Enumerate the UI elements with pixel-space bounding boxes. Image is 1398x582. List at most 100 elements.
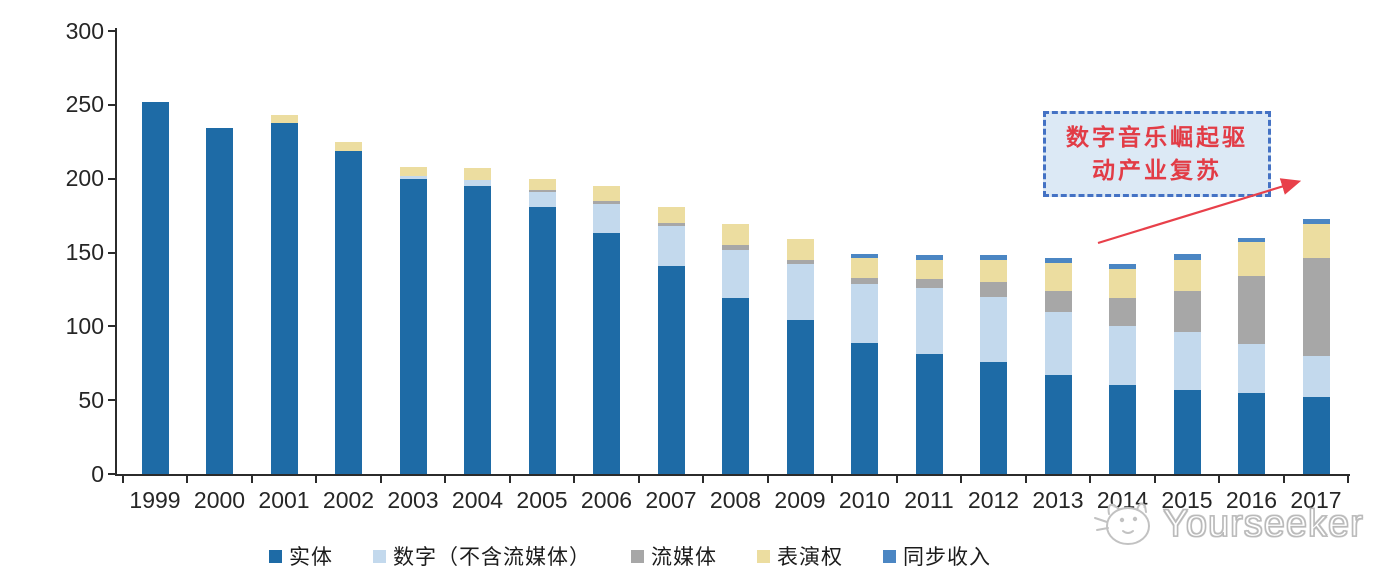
x-axis-tick: [250, 474, 253, 483]
bar-segment: [1044, 375, 1072, 474]
bar-segment: [786, 239, 814, 260]
x-tick-label: 2002: [322, 487, 375, 513]
bar-segment: [464, 180, 491, 187]
bar-segment: [270, 115, 298, 123]
bar-segment: [1109, 385, 1136, 474]
legend-label: 流媒体: [651, 545, 717, 569]
bar-segment: [1302, 355, 1330, 398]
bar-segment: [1238, 276, 1265, 345]
bar-segment: [657, 265, 685, 474]
bar-segment: [593, 233, 620, 474]
annotation-box: 数字音乐崛起驱 动产业复苏: [1043, 111, 1271, 197]
bar-segment: [593, 200, 620, 204]
x-tick-label: 2006: [580, 487, 633, 513]
legend-swatch: [631, 549, 644, 563]
bar-segment: [528, 178, 556, 191]
x-axis-tick: [1089, 474, 1092, 483]
watermark-text: Yourseeker: [1162, 502, 1364, 545]
legend-label: 同步收入: [903, 545, 991, 569]
x-axis-tick: [702, 474, 705, 483]
bar-segment: [915, 279, 943, 288]
legend-label: 数字（不含流媒体）: [393, 545, 591, 569]
bar-segment: [1238, 392, 1265, 474]
bar-segment: [593, 203, 620, 234]
bar-segment: [1044, 258, 1072, 263]
x-axis-tick: [766, 474, 769, 483]
y-tick-label: 100: [65, 312, 104, 339]
bar-segment: [399, 178, 427, 474]
x-tick-label: 2013: [1032, 487, 1084, 513]
x-axis-tick: [1282, 474, 1285, 483]
x-tick-label: 2017: [1290, 487, 1342, 513]
bar-segment: [1044, 290, 1072, 312]
bar-segment: [1302, 218, 1330, 225]
legend-item: 流媒体: [631, 541, 717, 571]
x-tick-label: 2015: [1161, 487, 1213, 513]
bar-segment: [1044, 262, 1072, 291]
x-axis-tick: [960, 474, 963, 483]
bar-segment: [464, 186, 491, 474]
y-axis-line: [115, 28, 117, 476]
x-tick-label: 2000: [193, 487, 246, 513]
bar-segment: [786, 259, 814, 265]
x-tick-label: 2010: [838, 487, 891, 513]
bar-segment: [851, 253, 878, 259]
bar-segment: [980, 361, 1007, 474]
bar-segment: [1109, 268, 1136, 299]
annotation-text-line2: 动产业复苏: [1092, 158, 1222, 183]
bar-segment: [657, 225, 685, 266]
bar-segment: [657, 222, 685, 226]
bar-segment: [335, 150, 362, 474]
legend-item: 数字（不含流媒体）: [373, 541, 591, 571]
bar-segment: [399, 166, 427, 176]
bar-segment: [1109, 326, 1136, 386]
bar-segment: [1302, 397, 1330, 474]
bar-segment: [851, 277, 878, 284]
y-axis-tick: [108, 325, 116, 328]
x-axis-tick: [637, 474, 640, 483]
bar-segment: [980, 259, 1007, 283]
y-tick-label: 0: [91, 460, 104, 487]
y-tick-label: 250: [65, 91, 104, 118]
bar-segment: [1238, 344, 1265, 393]
bar-segment: [786, 320, 814, 474]
bar-segment: [528, 191, 556, 207]
bar-segment: [1302, 258, 1330, 356]
bar-segment: [722, 298, 749, 474]
bar-segment: [1173, 253, 1201, 260]
bar-segment: [915, 259, 943, 280]
x-axis-tick: [1024, 474, 1027, 483]
bar-segment: [722, 224, 749, 246]
bar-segment: [915, 255, 943, 260]
annotation-text-line1: 数字音乐崛起驱: [1066, 125, 1248, 150]
x-axis-tick: [315, 474, 318, 483]
legend-swatch: [269, 549, 282, 563]
bar-segment: [464, 168, 491, 181]
x-axis-tick: [573, 474, 576, 483]
y-tick-label: 50: [78, 386, 104, 413]
bar-segment: [1109, 264, 1136, 269]
bar-segment: [786, 264, 814, 321]
legend-label: 表演权: [777, 545, 843, 569]
x-tick-label: 2016: [1225, 487, 1278, 513]
legend-item: 同步收入: [883, 541, 991, 571]
legend-swatch: [373, 549, 386, 563]
x-axis-tick: [444, 474, 447, 483]
bar-segment: [851, 342, 878, 474]
x-axis-tick: [1347, 474, 1350, 483]
x-tick-label: 2004: [451, 487, 504, 513]
bar-segment: [980, 255, 1007, 260]
y-tick-label: 300: [65, 17, 104, 44]
legend-swatch: [883, 549, 896, 563]
x-tick-label: 2003: [387, 487, 439, 513]
bar-segment: [980, 296, 1007, 362]
bar-segment: [335, 141, 362, 151]
y-axis-tick: [108, 251, 116, 254]
bar-segment: [141, 101, 169, 474]
legend-item: 实体: [269, 541, 333, 571]
bar-segment: [206, 128, 233, 474]
x-tick-label: 1999: [129, 487, 181, 513]
x-axis-tick: [186, 474, 189, 483]
bar-segment: [1238, 242, 1265, 277]
